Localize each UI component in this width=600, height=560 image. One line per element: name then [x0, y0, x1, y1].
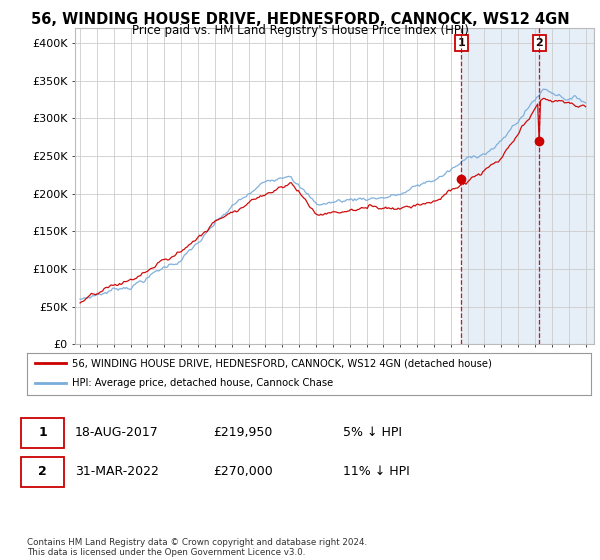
Text: £219,950: £219,950: [213, 426, 272, 439]
Text: 31-MAR-2022: 31-MAR-2022: [75, 465, 159, 478]
Text: 56, WINDING HOUSE DRIVE, HEDNESFORD, CANNOCK, WS12 4GN: 56, WINDING HOUSE DRIVE, HEDNESFORD, CAN…: [31, 12, 569, 27]
Text: HPI: Average price, detached house, Cannock Chase: HPI: Average price, detached house, Cann…: [72, 378, 334, 388]
Text: 2: 2: [38, 465, 47, 478]
Bar: [539, 28, 594, 344]
Text: 5% ↓ HPI: 5% ↓ HPI: [343, 426, 402, 439]
Text: Price paid vs. HM Land Registry's House Price Index (HPI): Price paid vs. HM Land Registry's House …: [131, 24, 469, 36]
Text: 56, WINDING HOUSE DRIVE, HEDNESFORD, CANNOCK, WS12 4GN (detached house): 56, WINDING HOUSE DRIVE, HEDNESFORD, CAN…: [72, 358, 492, 368]
Text: 1: 1: [38, 426, 47, 439]
Text: £270,000: £270,000: [213, 465, 273, 478]
Text: Contains HM Land Registry data © Crown copyright and database right 2024.
This d: Contains HM Land Registry data © Crown c…: [27, 538, 367, 557]
Text: 1: 1: [457, 38, 465, 48]
Text: 18-AUG-2017: 18-AUG-2017: [75, 426, 158, 439]
Text: 2: 2: [535, 38, 543, 48]
FancyBboxPatch shape: [22, 418, 64, 447]
Text: 11% ↓ HPI: 11% ↓ HPI: [343, 465, 410, 478]
Bar: [461, 28, 539, 344]
FancyBboxPatch shape: [22, 457, 64, 487]
